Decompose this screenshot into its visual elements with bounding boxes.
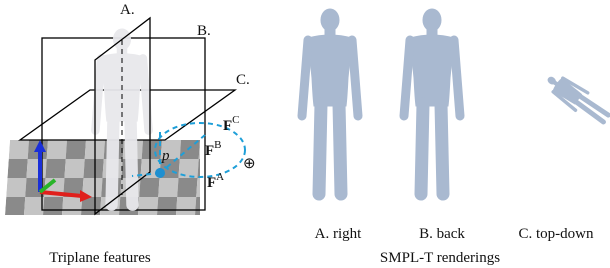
feature-label: FC: [223, 114, 240, 134]
floor-tile: [45, 159, 65, 178]
floor-tile: [138, 197, 158, 216]
floor-tile: [26, 159, 46, 178]
figure: A. B. C. FC FB FA p ⊕ Triplane features …: [0, 0, 610, 268]
floor-tile: [6, 178, 26, 197]
floor-tile: [47, 140, 67, 159]
floor-tile: [9, 140, 29, 159]
render-back: [404, 9, 460, 194]
floor-tile: [177, 178, 197, 197]
caption: SMPL-T renderings: [380, 250, 500, 266]
plane-label: B.: [197, 23, 211, 39]
view-label: C. top-down: [519, 226, 595, 242]
caption: Triplane features: [49, 250, 151, 266]
floor-tile: [43, 197, 63, 216]
floor-tile: [142, 140, 162, 159]
render-top: [542, 70, 610, 128]
floor-tile: [5, 197, 25, 216]
feature-label: FB: [205, 139, 222, 159]
floor-tile: [7, 159, 27, 178]
floor-tile: [62, 197, 82, 216]
plane-label: C.: [236, 72, 250, 88]
floor-tile: [24, 197, 44, 216]
floor-tile: [157, 197, 177, 216]
view-label: A. right: [315, 226, 362, 242]
floor-tile: [83, 159, 103, 178]
floor-tile: [176, 197, 196, 216]
plane-label: A.: [120, 2, 135, 18]
point-label: p: [161, 148, 170, 164]
render-right: [302, 9, 358, 194]
feature-label: FA: [207, 171, 224, 191]
floor-tile: [158, 178, 178, 197]
floor-tile: [139, 178, 159, 197]
query-point: [155, 168, 165, 178]
view-label: B. back: [419, 226, 465, 242]
operator: ⊕: [243, 156, 256, 172]
floor-tile: [66, 140, 86, 159]
floor-tile: [64, 159, 84, 178]
